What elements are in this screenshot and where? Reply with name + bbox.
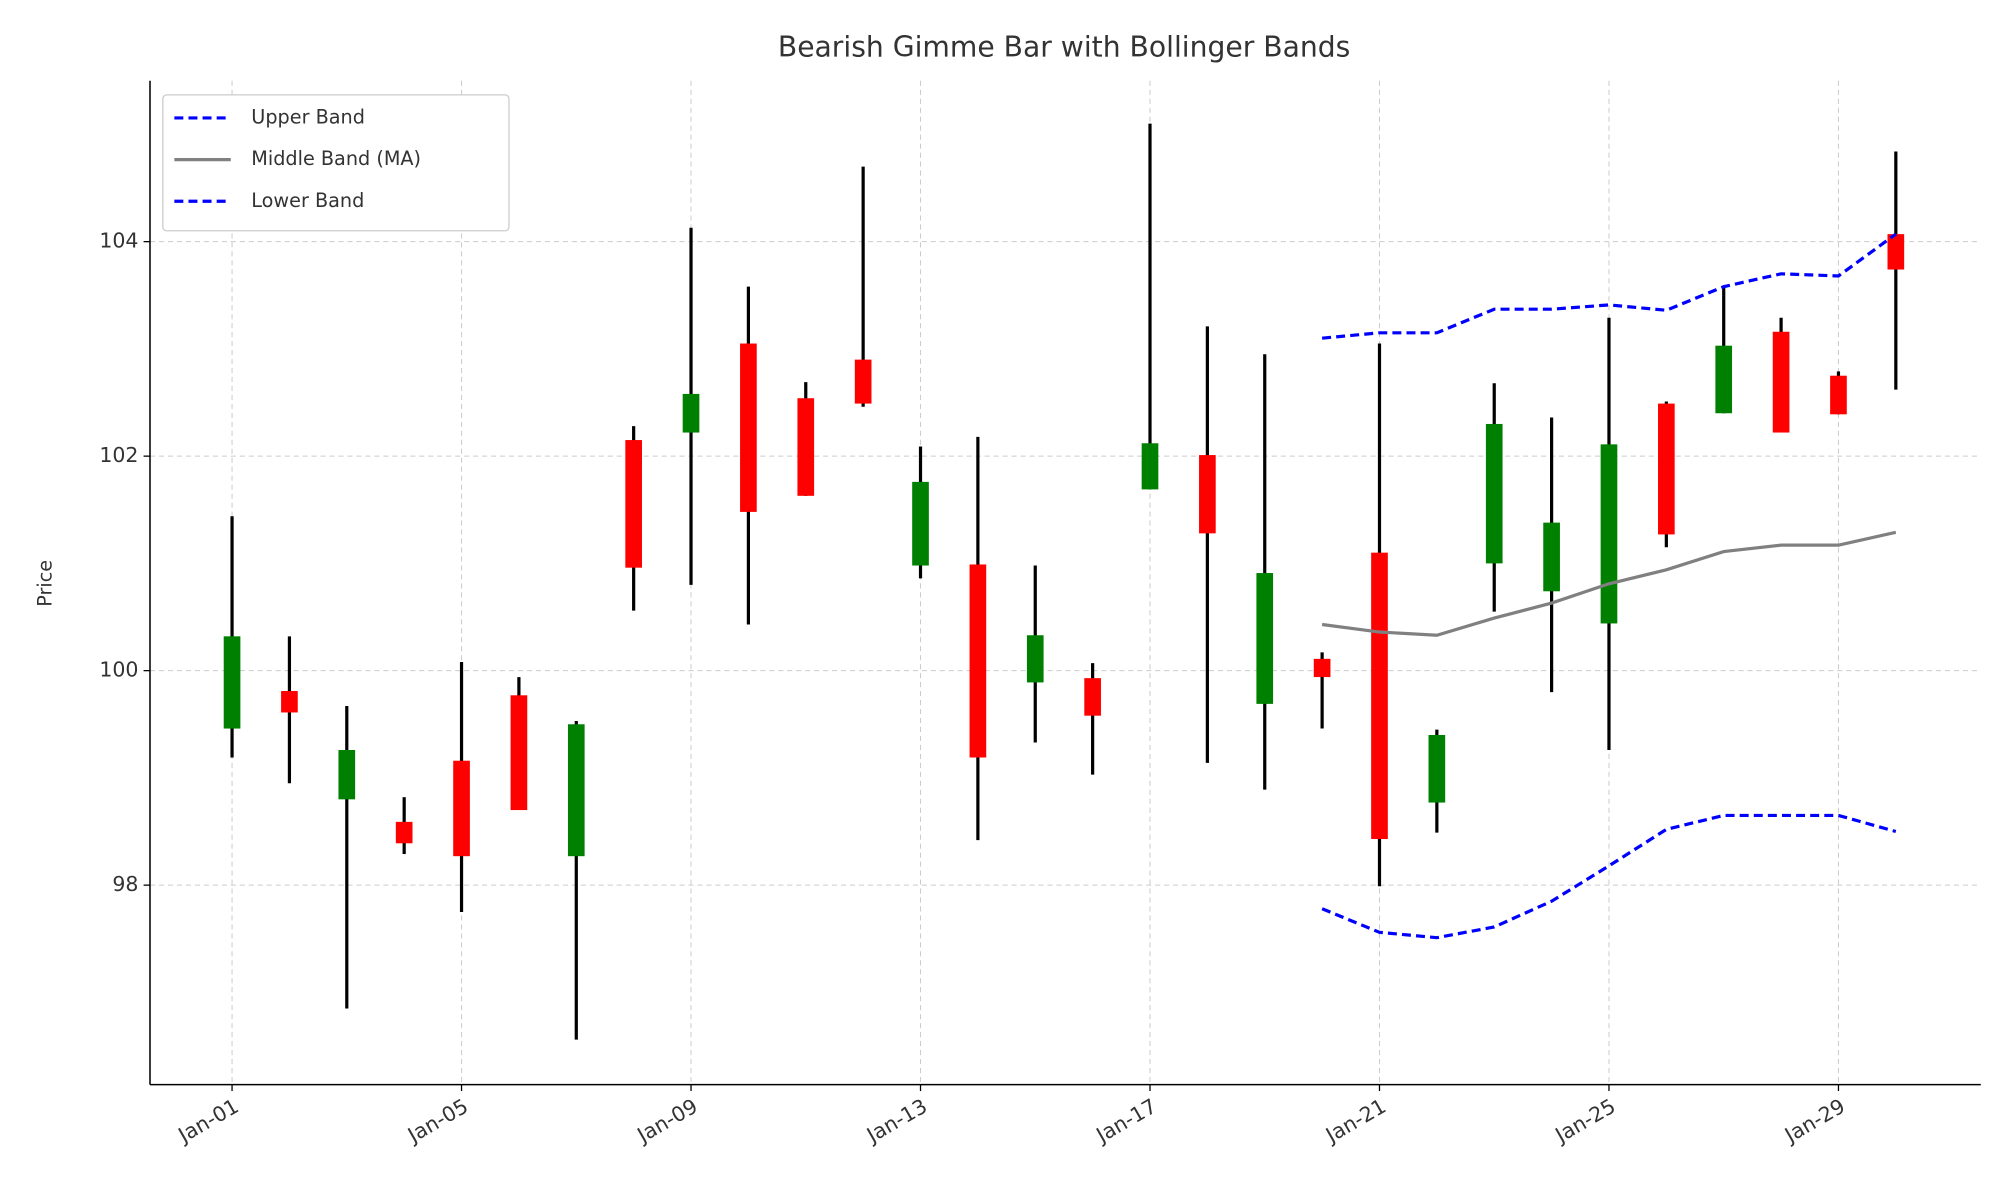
candle-body [1887,234,1905,270]
legend: Upper Band Middle Band (MA) Lower Band [162,94,510,232]
candle-body [1772,331,1790,433]
y-tick-label: 100 [99,658,138,682]
candle-body [1658,403,1675,535]
candle-body [1256,573,1274,704]
legend-label: Middle Band (MA) [251,147,421,170]
legend-label: Lower Band [251,189,364,212]
candle-body [740,343,757,512]
x-tick-label: Jan-17 [1091,1094,1161,1148]
candle-body [969,564,987,758]
candle-body [1543,522,1560,592]
legend-label: Upper Band [251,105,365,128]
x-tick-label: Jan-01 [173,1094,243,1148]
band-line [1321,530,1897,637]
x-tick-label: Jan-13 [861,1094,931,1148]
candle-body [797,398,815,496]
candle-body [625,440,642,568]
chart-title: Bearish Gimme Bar with Bollinger Bands [778,31,1350,64]
candle-body [1830,375,1847,415]
candle-body [567,724,585,857]
candle-body [338,750,356,800]
y-axis-label: Price [34,560,57,607]
band-line [1321,813,1897,940]
x-tick-label: Jan-09 [632,1094,702,1148]
x-tick-label: Jan-05 [402,1094,472,1148]
candle-body [1141,443,1159,490]
candle-body [1715,345,1733,414]
candle-body [1600,444,1618,624]
y-tick-label: 102 [99,443,138,467]
candle-body [854,359,872,404]
x-tick-label: Jan-25 [1549,1094,1619,1148]
candle-body [510,695,528,811]
candle-body [395,821,413,844]
candle-body [1199,455,1216,534]
y-tick-label: 98 [112,872,138,896]
candle-body [453,760,470,857]
candle-body [1428,734,1446,803]
candle-body [1371,552,1388,840]
x-tick-label: Jan-21 [1320,1094,1390,1148]
candle-body [912,481,929,566]
candle-body [223,636,241,729]
x-tick-label: Jan-29 [1779,1094,1849,1148]
candle-body [682,393,700,433]
y-tick-label: 104 [99,229,138,253]
candle-body [281,691,298,713]
legend-box [162,94,510,232]
candle-body [1026,635,1044,683]
candle-body [1084,678,1101,716]
candle-body [1313,658,1331,678]
candle-body [1485,423,1503,564]
